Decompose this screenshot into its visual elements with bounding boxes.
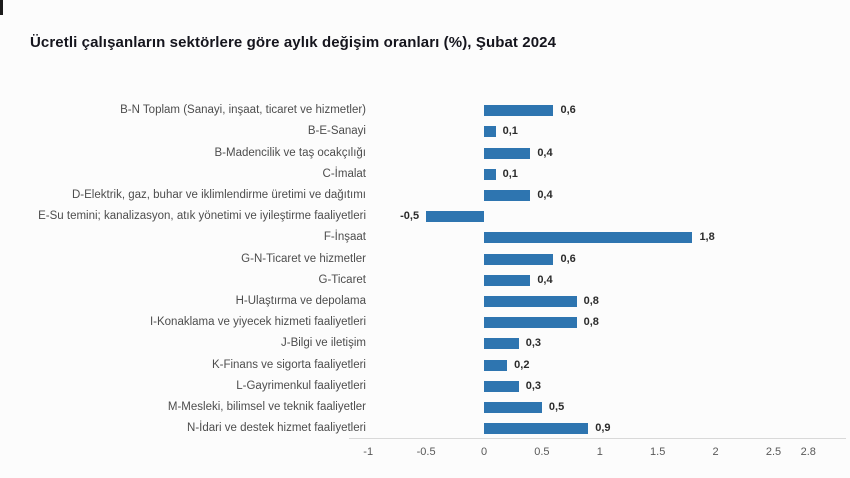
category-label: D-Elektrik, gaz, buhar ve iklimlendirme … xyxy=(72,188,366,201)
value-label: 0,8 xyxy=(583,316,599,329)
x-axis-tick-label: 2.5 xyxy=(765,446,782,458)
x-axis-tick-label: 2 xyxy=(712,446,719,458)
value-label: 0,5 xyxy=(548,400,565,413)
x-axis-tick-label: 2.8 xyxy=(800,446,816,458)
bar xyxy=(484,168,496,180)
value-label: 0,1 xyxy=(502,125,518,138)
value-label: 0,1 xyxy=(502,167,518,180)
x-axis-tick-label: 0.5 xyxy=(534,446,550,458)
category-label: E-Su temini; kanalizasyon, atık yönetimi… xyxy=(38,210,366,223)
value-label: -0,5 xyxy=(400,210,420,223)
bar xyxy=(484,105,554,117)
value-label: 0,4 xyxy=(537,146,553,159)
category-label: F-İnşaat xyxy=(323,231,366,244)
value-label: 0,6 xyxy=(560,104,576,117)
bar xyxy=(484,147,531,159)
category-label: I-Konaklama ve yiyecek hizmeti faaliyetl… xyxy=(149,316,366,329)
x-axis-tick-label: -0.5 xyxy=(416,446,436,458)
bar xyxy=(484,274,531,286)
bar xyxy=(484,295,577,307)
value-label: 0,4 xyxy=(537,273,553,286)
category-label: M-Mesleki, bilimsel ve teknik faaliyetle… xyxy=(167,400,366,413)
x-axis-tick-label: 0 xyxy=(480,446,488,458)
bar xyxy=(484,317,577,329)
bar xyxy=(484,359,508,371)
bar xyxy=(484,380,519,392)
category-label: K-Finans ve sigorta faaliyetleri xyxy=(211,358,366,371)
category-label: G-N-Ticaret ve hizmetler xyxy=(241,252,366,265)
category-label: G-Ticaret xyxy=(318,273,367,286)
bar xyxy=(484,126,496,138)
category-label: L-Gayrimenkul faaliyetleri xyxy=(236,379,366,392)
value-label: 0,2 xyxy=(514,358,530,371)
x-axis-tick-label: -1 xyxy=(363,446,374,458)
x-axis-tick-label: 1 xyxy=(596,446,603,458)
category-label: B-N Toplam (Sanayi, inşaat, ticaret ve h… xyxy=(120,104,366,117)
x-axis-line xyxy=(349,438,846,439)
category-label: N-İdari ve destek hizmet faaliyetleri xyxy=(187,422,366,435)
value-label: 0,4 xyxy=(537,188,553,201)
category-label: H-Ulaştırma ve depolama xyxy=(235,294,366,307)
window-border-artifact xyxy=(0,0,3,15)
category-label: C-İmalat xyxy=(322,167,366,180)
category-label: J-Bilgi ve iletişim xyxy=(281,337,366,350)
x-axis-tick-label: 1.5 xyxy=(650,446,666,458)
chart-title: Ücretli çalışanların sektörlere göre ayl… xyxy=(30,34,557,51)
bar xyxy=(426,211,484,223)
value-label: 0,3 xyxy=(525,379,542,392)
bar xyxy=(484,189,531,201)
value-label: 0,3 xyxy=(525,337,542,350)
category-label: B-Madencilik ve taş ocakçılığı xyxy=(214,146,366,159)
bar xyxy=(484,253,554,265)
value-label: 0,6 xyxy=(560,252,576,265)
value-label: 0,9 xyxy=(595,422,611,435)
category-label: B-E-Sanayi xyxy=(307,125,366,138)
bar xyxy=(484,423,589,435)
bar xyxy=(484,338,519,350)
bar xyxy=(484,401,542,413)
value-label: 0,8 xyxy=(583,294,599,307)
value-label: 1,8 xyxy=(699,231,715,244)
bar xyxy=(484,232,693,244)
